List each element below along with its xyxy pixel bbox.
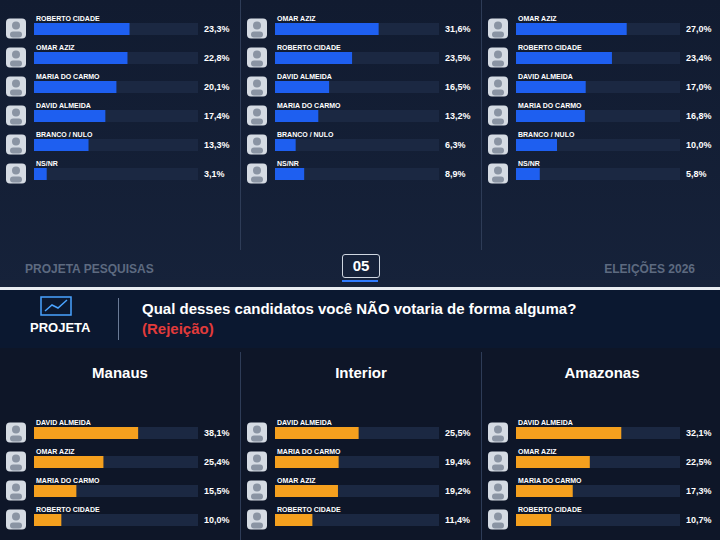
svg-text:10,0%: 10,0% — [204, 515, 230, 525]
svg-text:32,1%: 32,1% — [686, 428, 712, 438]
svg-text:DAVID ALMEIDA: DAVID ALMEIDA — [277, 419, 332, 426]
svg-text:OMAR AZIZ: OMAR AZIZ — [36, 44, 75, 51]
svg-text:OMAR AZIZ: OMAR AZIZ — [277, 477, 316, 484]
html-text:Manaus: Manaus — [92, 364, 148, 381]
html-text:Amazonas: Amazonas — [564, 364, 640, 381]
svg-text:10,7%: 10,7% — [686, 515, 712, 525]
svg-text:OMAR AZIZ: OMAR AZIZ — [277, 15, 316, 22]
svg-text:DAVID ALMEIDA: DAVID ALMEIDA — [36, 419, 91, 426]
svg-text:MARIA DO CARMO: MARIA DO CARMO — [518, 102, 582, 109]
svg-text:3,1%: 3,1% — [204, 169, 225, 179]
svg-text:ROBERTO CIDADE: ROBERTO CIDADE — [277, 44, 341, 51]
html-text:PROJETA PESQUISAS: PROJETA PESQUISAS — [25, 262, 154, 276]
svg-text:17,0%: 17,0% — [686, 82, 712, 92]
svg-text:23,3%: 23,3% — [204, 24, 230, 34]
svg-text:8,9%: 8,9% — [445, 169, 466, 179]
svg-text:13,2%: 13,2% — [445, 111, 471, 121]
svg-text:15,5%: 15,5% — [204, 486, 230, 496]
svg-text:NS/NR: NS/NR — [36, 160, 58, 167]
svg-text:27,0%: 27,0% — [686, 24, 712, 34]
svg-text:38,1%: 38,1% — [204, 428, 230, 438]
svg-text:31,6%: 31,6% — [445, 24, 471, 34]
svg-text:ROBERTO CIDADE: ROBERTO CIDADE — [277, 506, 341, 513]
svg-text:DAVID ALMEIDA: DAVID ALMEIDA — [518, 73, 573, 80]
html-text:05: 05 — [352, 257, 370, 274]
svg-text:DAVID ALMEIDA: DAVID ALMEIDA — [36, 102, 91, 109]
svg-text:13,3%: 13,3% — [204, 140, 230, 150]
svg-text:19,4%: 19,4% — [445, 457, 471, 467]
svg-text:25,4%: 25,4% — [204, 457, 230, 467]
html-text:Qual desses candidatos você NÃ: Qual desses candidatos você NÃO votaria … — [142, 300, 577, 317]
svg-text:OMAR AZIZ: OMAR AZIZ — [36, 448, 75, 455]
html-text:ELEIÇÕES 2026: ELEIÇÕES 2026 — [604, 262, 695, 276]
svg-text:19,2%: 19,2% — [445, 486, 471, 496]
html-text:Interior: Interior — [335, 364, 387, 381]
svg-text:MARIA DO CARMO: MARIA DO CARMO — [36, 73, 100, 80]
svg-text:ROBERTO CIDADE: ROBERTO CIDADE — [518, 44, 582, 51]
svg-text:5,8%: 5,8% — [686, 169, 707, 179]
svg-text:25,5%: 25,5% — [445, 428, 471, 438]
svg-text:ROBERTO CIDADE: ROBERTO CIDADE — [36, 506, 100, 513]
svg-text:MARIA DO CARMO: MARIA DO CARMO — [36, 477, 100, 484]
svg-text:DAVID ALMEIDA: DAVID ALMEIDA — [277, 73, 332, 80]
svg-text:OMAR AZIZ: OMAR AZIZ — [518, 15, 557, 22]
svg-text:MARIA DO CARMO: MARIA DO CARMO — [277, 102, 341, 109]
svg-text:NS/NR: NS/NR — [277, 160, 299, 167]
svg-text:ROBERTO CIDADE: ROBERTO CIDADE — [518, 506, 582, 513]
svg-text:22,8%: 22,8% — [204, 53, 230, 63]
svg-text:MARIA DO CARMO: MARIA DO CARMO — [518, 477, 582, 484]
svg-text:17,4%: 17,4% — [204, 111, 230, 121]
svg-text:22,5%: 22,5% — [686, 457, 712, 467]
svg-text:BRANCO / NULO: BRANCO / NULO — [36, 131, 93, 138]
svg-text:23,5%: 23,5% — [445, 53, 471, 63]
svg-text:16,8%: 16,8% — [686, 111, 712, 121]
svg-text:BRANCO / NULO: BRANCO / NULO — [277, 131, 334, 138]
html-text:(Rejeição): (Rejeição) — [142, 320, 214, 337]
svg-text:ROBERTO CIDADE: ROBERTO CIDADE — [36, 15, 100, 22]
svg-text:DAVID ALMEIDA: DAVID ALMEIDA — [518, 419, 573, 426]
svg-text:10,0%: 10,0% — [686, 140, 712, 150]
html-text:PROJETA: PROJETA — [30, 320, 91, 335]
svg-text:20,1%: 20,1% — [204, 82, 230, 92]
svg-text:23,4%: 23,4% — [686, 53, 712, 63]
svg-text:BRANCO / NULO: BRANCO / NULO — [518, 131, 575, 138]
svg-text:OMAR AZIZ: OMAR AZIZ — [518, 448, 557, 455]
svg-text:6,3%: 6,3% — [445, 140, 466, 150]
svg-text:17,3%: 17,3% — [686, 486, 712, 496]
svg-text:11,4%: 11,4% — [445, 515, 470, 525]
svg-text:MARIA DO CARMO: MARIA DO CARMO — [277, 448, 341, 455]
svg-text:NS/NR: NS/NR — [518, 160, 540, 167]
svg-text:16,5%: 16,5% — [445, 82, 471, 92]
